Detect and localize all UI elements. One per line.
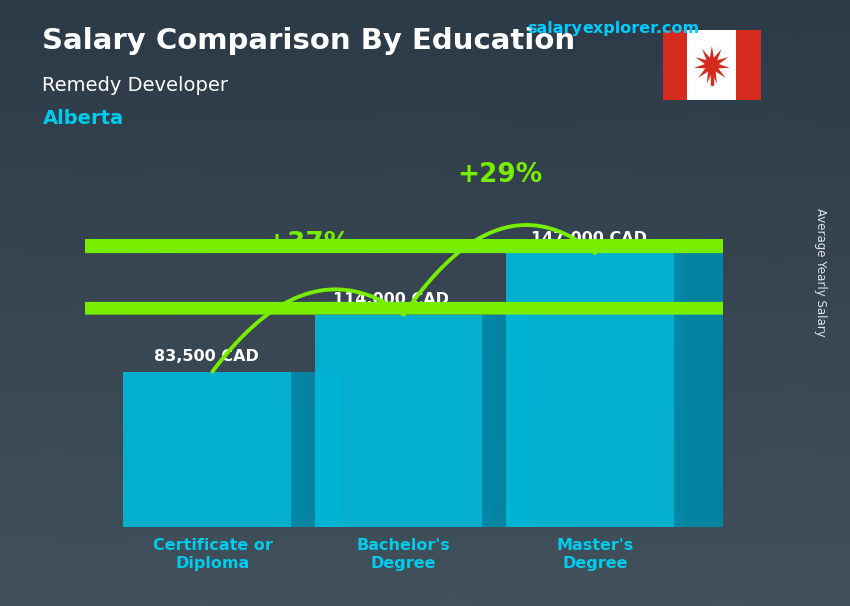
- Polygon shape: [493, 315, 532, 527]
- Polygon shape: [291, 371, 302, 527]
- Text: +29%: +29%: [456, 162, 542, 188]
- Text: salary: salary: [527, 21, 582, 36]
- Polygon shape: [0, 302, 850, 315]
- Text: 114,000 CAD: 114,000 CAD: [333, 292, 449, 307]
- Text: Average Yearly Salary: Average Yearly Salary: [813, 208, 827, 337]
- Text: Alberta: Alberta: [42, 109, 123, 128]
- Text: Remedy Developer: Remedy Developer: [42, 76, 229, 95]
- Bar: [663, 30, 688, 100]
- Bar: [736, 30, 761, 100]
- Text: explorer.com: explorer.com: [582, 21, 700, 36]
- Polygon shape: [673, 253, 684, 527]
- Polygon shape: [482, 315, 493, 527]
- Polygon shape: [694, 46, 729, 84]
- FancyBboxPatch shape: [661, 28, 762, 102]
- Text: Salary Comparison By Education: Salary Comparison By Education: [42, 27, 575, 55]
- Polygon shape: [684, 253, 723, 527]
- Text: 147,000 CAD: 147,000 CAD: [530, 231, 647, 245]
- Polygon shape: [0, 239, 850, 253]
- Text: 83,500 CAD: 83,500 CAD: [154, 349, 258, 364]
- Polygon shape: [506, 253, 684, 527]
- Polygon shape: [314, 315, 493, 527]
- Polygon shape: [123, 371, 302, 527]
- Text: +37%: +37%: [265, 231, 351, 257]
- Polygon shape: [302, 371, 341, 527]
